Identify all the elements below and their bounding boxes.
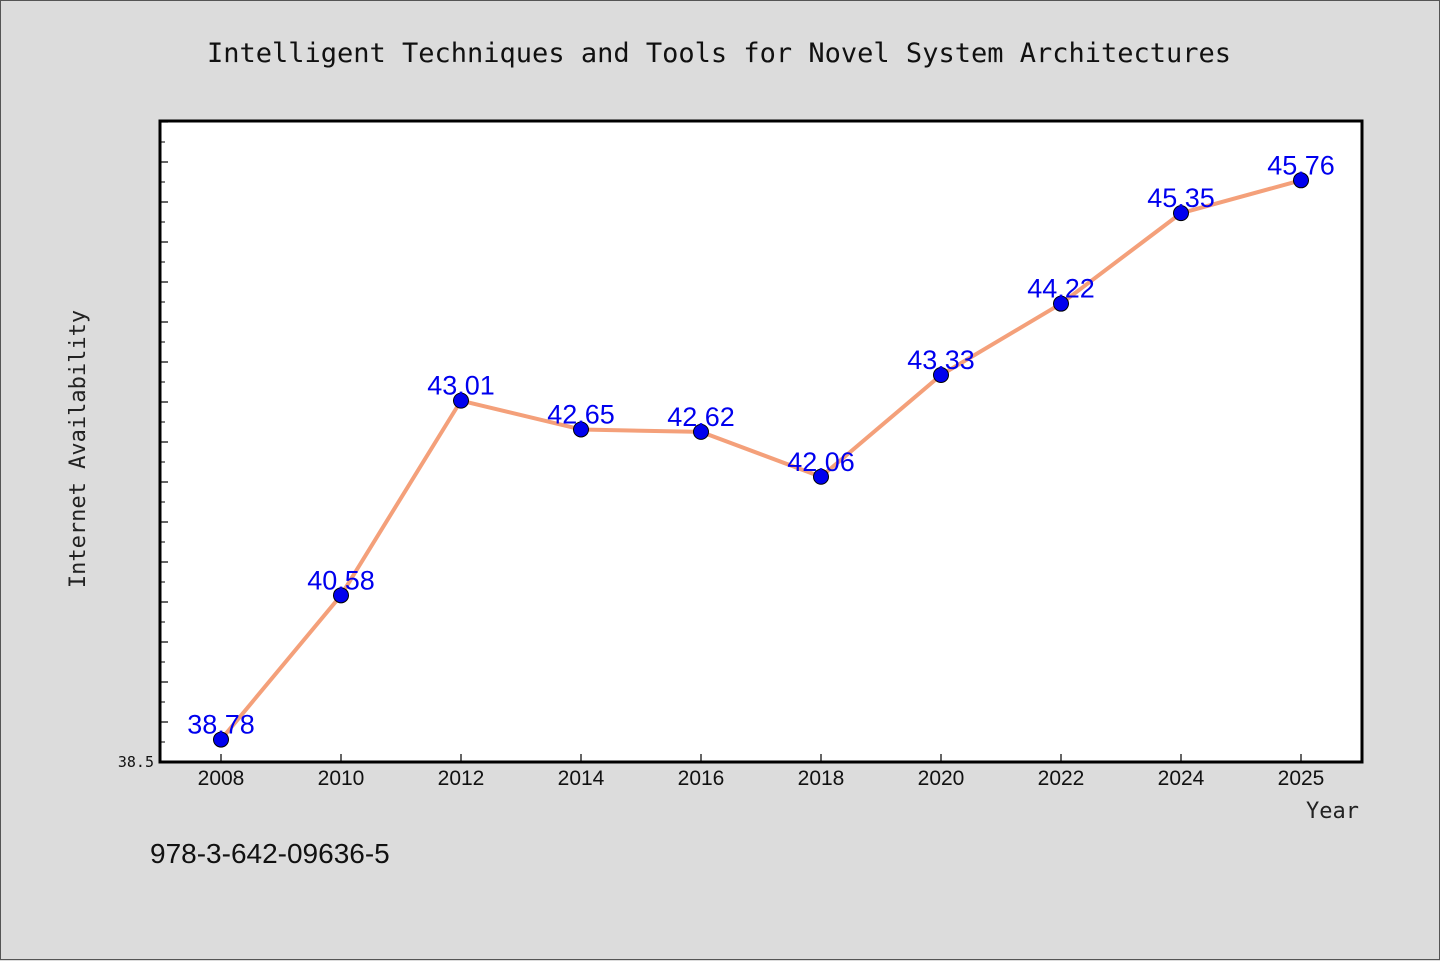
- isbn-text: 978-3-642-09636-5: [150, 838, 390, 869]
- x-tick-label: 2022: [1038, 767, 1085, 790]
- x-tick-label: 2024: [1158, 767, 1205, 790]
- data-label: 42.62: [667, 402, 735, 432]
- x-tick-label: 2020: [918, 767, 965, 790]
- data-point: [1053, 295, 1069, 312]
- x-axis-ticks: 2008 2010 2012 2014 2016 2018 2020 2022 2024 2025: [198, 754, 1325, 790]
- data-label: 44.22: [1027, 274, 1095, 304]
- series-line: [219, 178, 1303, 742]
- data-point: [213, 731, 229, 748]
- data-point: [693, 423, 709, 440]
- data-label: 40.58: [307, 565, 375, 595]
- data-labels: 38.78 40.58 43.01 42.65 42.62 42.06 43.33 44.22…: [187, 150, 1335, 739]
- y-axis-label: Internet Availability: [66, 310, 91, 588]
- x-tick-label: 2014: [558, 767, 605, 790]
- data-markers: [213, 172, 1309, 748]
- data-point: [1293, 172, 1309, 189]
- data-label: 38.78: [187, 710, 255, 740]
- y-axis-ticks: [160, 121, 168, 743]
- data-point: [1173, 205, 1189, 222]
- data-label: 42.06: [787, 447, 855, 477]
- data-label: 42.65: [547, 399, 615, 429]
- x-tick-label: 2025: [1278, 767, 1325, 790]
- x-tick-label: 2016: [678, 767, 725, 790]
- data-point: [333, 587, 349, 604]
- x-tick-label: 2012: [438, 767, 485, 790]
- x-tick-label: 2018: [798, 767, 845, 790]
- data-point: [453, 392, 469, 409]
- chart-title: Intelligent Techniques and Tools for Nov…: [207, 38, 1231, 69]
- y-tick-label-min: 38.5: [118, 753, 154, 771]
- data-point: [933, 366, 949, 383]
- data-point: [813, 468, 829, 485]
- x-tick-label: 2008: [198, 767, 245, 790]
- x-axis-label: Year: [1306, 799, 1359, 824]
- data-label: 43.01: [427, 371, 495, 401]
- series-polyline: [219, 178, 1303, 742]
- x-tick-label: 2010: [318, 767, 365, 790]
- data-label: 43.33: [907, 345, 975, 375]
- data-label: 45.35: [1147, 183, 1215, 213]
- data-label: 45.76: [1267, 150, 1335, 180]
- data-point: [573, 421, 589, 438]
